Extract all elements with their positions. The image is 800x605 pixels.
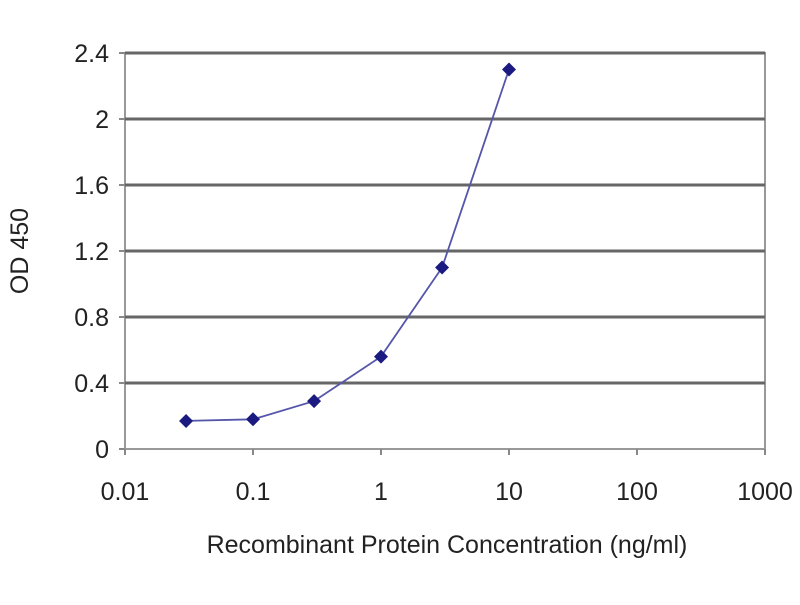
y-tick-label: 2 (95, 106, 109, 134)
x-tick-label: 0.1 (236, 478, 271, 506)
x-tick-label: 0.01 (101, 478, 150, 506)
x-axis-label: Recombinant Protein Concentration (ng/ml… (207, 531, 688, 559)
data-point (179, 413, 194, 428)
y-axis-label: OD 450 (6, 208, 34, 294)
data-point (435, 260, 450, 275)
x-tick-label: 10 (495, 478, 523, 506)
y-tick-label: 1.2 (74, 238, 109, 266)
y-tick-label: 0 (95, 436, 109, 464)
y-tick-label: 2.4 (74, 40, 109, 68)
data-point (374, 349, 388, 364)
y-tick-label: 0.4 (74, 370, 109, 398)
x-tick-label: 100 (616, 478, 658, 506)
data-point (307, 394, 322, 409)
y-tick-label: 0.8 (74, 304, 109, 332)
y-tick-label: 1.6 (74, 172, 109, 200)
data-point (246, 412, 260, 427)
x-tick-label: 1000 (737, 478, 793, 506)
data-point (502, 62, 516, 77)
series-line (186, 69, 510, 422)
x-tick-label: 1 (374, 478, 388, 506)
